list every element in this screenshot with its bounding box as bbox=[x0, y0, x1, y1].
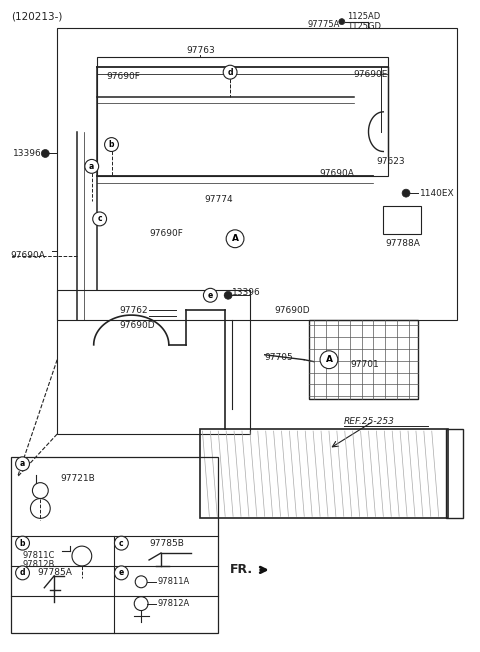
Text: 97690E: 97690E bbox=[354, 70, 388, 79]
Text: e: e bbox=[208, 291, 213, 300]
Circle shape bbox=[16, 457, 29, 471]
Circle shape bbox=[204, 288, 217, 303]
Text: 97785B: 97785B bbox=[149, 539, 184, 548]
Circle shape bbox=[16, 566, 29, 580]
Text: 97775A: 97775A bbox=[307, 20, 339, 29]
Text: 97701: 97701 bbox=[351, 360, 380, 369]
Text: b: b bbox=[20, 539, 25, 548]
Circle shape bbox=[105, 138, 119, 151]
Text: b: b bbox=[109, 140, 114, 149]
Text: 97705: 97705 bbox=[264, 353, 293, 363]
Circle shape bbox=[114, 566, 128, 580]
Text: 97690A: 97690A bbox=[319, 169, 354, 178]
Bar bbox=[309, 320, 418, 400]
Text: 97762: 97762 bbox=[120, 306, 148, 315]
Circle shape bbox=[85, 160, 99, 173]
Text: 97788A: 97788A bbox=[385, 239, 420, 248]
Text: 97690D: 97690D bbox=[120, 321, 155, 329]
Text: 1125GD: 1125GD bbox=[347, 22, 381, 31]
Text: 97690D: 97690D bbox=[275, 306, 310, 315]
Circle shape bbox=[339, 19, 345, 25]
Text: 97812A: 97812A bbox=[158, 599, 190, 608]
Text: 1125AD: 1125AD bbox=[347, 12, 380, 21]
Text: (120213-): (120213-) bbox=[11, 12, 62, 22]
Text: 97721B: 97721B bbox=[60, 474, 95, 483]
Bar bbox=[445, 429, 463, 518]
Text: d: d bbox=[20, 569, 25, 578]
Circle shape bbox=[16, 536, 29, 550]
Circle shape bbox=[41, 149, 49, 157]
Circle shape bbox=[114, 536, 128, 550]
Text: a: a bbox=[89, 162, 95, 171]
Text: 1140EX: 1140EX bbox=[420, 188, 455, 198]
Circle shape bbox=[93, 212, 107, 226]
Circle shape bbox=[402, 189, 410, 197]
Circle shape bbox=[320, 351, 338, 368]
Text: 97812B: 97812B bbox=[23, 561, 55, 569]
Text: 13396: 13396 bbox=[12, 149, 41, 158]
Text: A: A bbox=[325, 355, 333, 364]
Text: d: d bbox=[228, 68, 233, 77]
Text: 97690F: 97690F bbox=[149, 230, 183, 238]
Circle shape bbox=[224, 291, 232, 299]
Text: e: e bbox=[119, 569, 124, 578]
Text: 97690F: 97690F bbox=[107, 72, 141, 81]
Text: 97690A: 97690A bbox=[11, 251, 46, 260]
Bar bbox=[57, 290, 250, 434]
Circle shape bbox=[223, 65, 237, 79]
Text: A: A bbox=[231, 234, 239, 243]
Text: 97623: 97623 bbox=[376, 157, 405, 166]
Text: a: a bbox=[20, 459, 25, 468]
Text: 97763: 97763 bbox=[186, 46, 215, 55]
Bar bbox=[11, 457, 218, 633]
Text: c: c bbox=[119, 539, 124, 548]
Bar bbox=[96, 57, 388, 176]
Bar bbox=[57, 27, 457, 320]
Text: 97811A: 97811A bbox=[158, 577, 190, 586]
Text: c: c bbox=[97, 215, 102, 224]
Text: 97785A: 97785A bbox=[37, 569, 72, 578]
Text: REF.25-253: REF.25-253 bbox=[344, 417, 395, 426]
Text: 13396: 13396 bbox=[232, 288, 261, 297]
Bar bbox=[201, 429, 447, 518]
Circle shape bbox=[226, 230, 244, 248]
Text: 97774: 97774 bbox=[204, 194, 233, 203]
Bar bbox=[384, 206, 421, 234]
Text: FR.: FR. bbox=[230, 563, 253, 576]
Text: 97811C: 97811C bbox=[23, 550, 55, 559]
